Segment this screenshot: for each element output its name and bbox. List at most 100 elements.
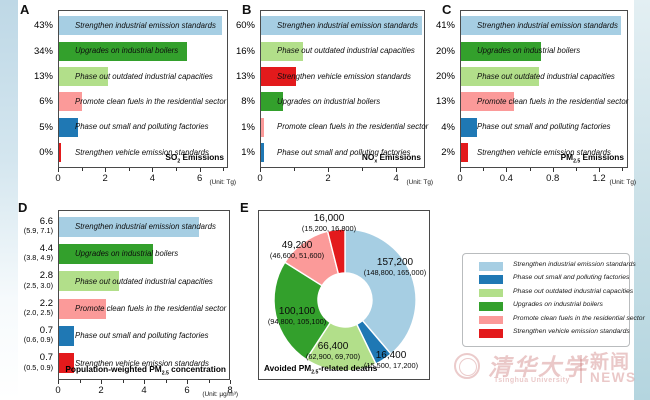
axis-tick-label: 0 — [257, 173, 263, 184]
bar — [59, 117, 78, 137]
bar — [461, 41, 542, 61]
axis-minor-tick — [223, 168, 225, 171]
bar-label: Strengthen vehicle emission standards — [477, 147, 611, 157]
axis-tick-label: 2 — [102, 173, 108, 184]
bar-label: Upgrades on industrial boilers — [75, 249, 179, 259]
bar-label: Strengthen industrial emission standards — [277, 21, 418, 31]
axis-tick-label: 0 — [457, 173, 463, 184]
bar — [59, 142, 61, 162]
bar-value-label: 13% — [33, 70, 53, 82]
legend-item: Strengthen vehicle emission standards — [463, 327, 630, 340]
watermark-divider — [580, 355, 582, 383]
legend-color-swatch — [479, 262, 503, 271]
axis-minor-tick — [81, 168, 83, 171]
axis-major-tick — [552, 168, 554, 172]
bar-label: Promote clean fuels in the residential s… — [75, 304, 227, 314]
axis-tick-label: 0.8 — [546, 173, 560, 184]
panel-letter-c: C — [442, 2, 452, 17]
bar-label: Phase out small and polluting factories — [75, 122, 209, 132]
axis-major-tick — [187, 380, 188, 384]
axis-major-tick — [199, 168, 201, 172]
legend-color-swatch — [479, 315, 503, 325]
axis-unit-label: (Unit: Tg) — [209, 179, 236, 186]
legend-item: Promote clean fuels in the residential s… — [463, 314, 645, 327]
bar — [261, 117, 264, 137]
axis-unit-label: (Unit: Tg) — [406, 179, 433, 186]
bar — [461, 16, 622, 36]
donut-segment-label: 49,200 (46,600, 51,600) — [269, 240, 325, 260]
donut-segment-label: 66,400 (62,900, 69,700) — [305, 341, 361, 361]
tsinghua-emblem-inner-ring — [459, 358, 477, 376]
axis-minor-tick — [122, 380, 124, 383]
axis-minor-tick — [575, 168, 577, 171]
legend-color-swatch — [479, 302, 503, 311]
bar-value-label: 1% — [241, 146, 255, 158]
axis-major-tick — [58, 168, 59, 172]
axis-major-tick — [152, 168, 154, 172]
donut-segment-label: 16,400 (15,500, 17,200) — [363, 350, 419, 370]
bar-value-label: 1% — [241, 121, 255, 133]
legend-item-label: Strengthen vehicle emission standards — [513, 328, 630, 335]
bar-label: Strengthen industrial emission standards — [477, 21, 618, 31]
bar-value-label: 13% — [435, 96, 455, 108]
legend-item: Phase out outdated industrial capacities — [463, 287, 633, 300]
bar — [59, 326, 74, 346]
bar — [261, 92, 283, 112]
bar — [261, 66, 297, 86]
plot-area: Strengthen industrial emission standards… — [58, 210, 230, 380]
watermark-news-en: NEWS — [590, 370, 637, 385]
axis-major-tick — [599, 168, 600, 172]
donut-segment-label: 16,000 (15,200, 16,800) — [301, 213, 357, 233]
bar-value-label: 4.4 (3.8, 4.9) — [23, 243, 53, 263]
panel-letter-b: B — [242, 2, 252, 17]
bar — [59, 353, 74, 374]
bar-label: Promote clean fuels in the residential s… — [277, 122, 429, 132]
bar-label: Strengthen vehicle emission standards — [277, 71, 411, 81]
axis-minor-tick — [176, 168, 178, 171]
axis-tick-label: 0.4 — [499, 173, 513, 184]
panel-letter-e: E — [240, 200, 249, 215]
axis-major-tick — [260, 168, 261, 172]
axis-major-tick — [230, 380, 231, 384]
donut-plot-area: 157,200 (148,800, 165,000) 16,400 (15,500, … — [258, 210, 430, 380]
bar — [59, 216, 200, 237]
axis-tick-label: 4 — [149, 173, 156, 184]
axis-unit-label: (Unit: Tg) — [609, 179, 636, 186]
axis-minor-tick — [622, 168, 624, 171]
donut-chart — [273, 228, 417, 372]
donut-segment-label: 100,100 (94,800, 105,100) — [267, 306, 327, 326]
bar-label: Upgrades on industrial boilers — [75, 46, 179, 56]
decorative-right-gradient — [634, 0, 650, 400]
bar — [59, 16, 223, 36]
legend-item: Phase out small and polluting factories — [463, 273, 629, 286]
axis-tick-label: 6 — [184, 385, 190, 396]
donut-segment — [344, 228, 417, 356]
axis-major-tick — [144, 380, 145, 384]
bar-label: Upgrades on industrial boilers — [477, 46, 581, 56]
watermark-logo: 清华大学 Tsinghua University 新闻 NEWS — [450, 347, 646, 397]
bar-value-label: 34% — [33, 45, 53, 57]
bar — [261, 41, 303, 61]
axis-minor-tick — [79, 380, 81, 383]
legend-item-label: Phase out small and polluting factories — [513, 274, 630, 282]
bar-value-label: 60% — [235, 20, 255, 32]
bar-value-label: 0% — [39, 146, 53, 158]
plot-title: Population-weighted PM2.5 concentration — [65, 364, 226, 377]
bar — [261, 16, 423, 36]
decorative-left-gradient — [0, 0, 18, 400]
bar-value-label: 6% — [39, 96, 53, 108]
axis-tick-label: 6 — [197, 173, 203, 184]
axis-tick-label: 8 — [227, 385, 233, 396]
panel-letter-a: A — [20, 2, 30, 17]
bar-label: Promote clean fuels in the residential s… — [477, 97, 629, 107]
donut-segment-label: 157,200 (148,800, 165,000) — [363, 257, 427, 277]
axis-minor-tick — [294, 168, 295, 171]
plot-area: Strengthen industrial emission standards… — [58, 10, 228, 168]
panel-letter-d: D — [18, 200, 28, 215]
axis-tick-label: 0 — [55, 385, 61, 396]
legend-item: Upgrades on industrial boilers — [463, 300, 629, 313]
bar-value-label: 2.8 (2.5, 3.0) — [23, 270, 53, 290]
axis-minor-tick — [208, 380, 210, 383]
axis-minor-tick — [128, 168, 130, 171]
